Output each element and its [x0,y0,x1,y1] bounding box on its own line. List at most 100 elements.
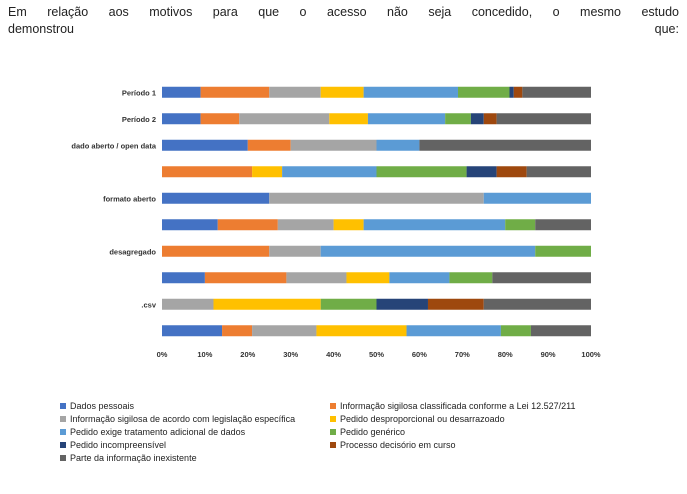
legend-swatch [60,403,66,409]
legend-label: Pedido incompreensível [70,440,167,450]
category-label: Período 2 [122,115,156,124]
bar-segment [162,113,201,125]
legend-item: Informação sigilosa classificada conform… [330,401,620,411]
bar-segment [252,166,283,178]
bar-segment [500,325,531,337]
bar-segment [376,166,467,178]
legend-item: Pedido genérico [330,427,620,437]
bar-segment [222,325,253,337]
bar-segment [367,113,446,125]
x-tick-label: 90% [541,350,556,359]
bar-segment [269,192,484,204]
legend-label: Informação sigilosa de acordo com legisl… [70,414,296,424]
bar-segment [483,298,591,310]
legend-item: Informação sigilosa de acordo com legisl… [60,414,330,424]
bar-segment [535,245,591,257]
x-tick-label: 40% [326,350,341,359]
legend-label: Pedido desproporcional ou desarrazoado [340,414,505,424]
bar-segment [406,325,501,337]
legend-label: Pedido genérico [340,427,406,437]
bar-segment [526,166,591,178]
x-tick-label: 80% [498,350,513,359]
legend-swatch [60,429,66,435]
bar-segment [162,325,223,337]
category-label: dado aberto / open data [71,141,156,150]
bar-segment [162,166,253,178]
legend-item: Pedido desproporcional ou desarrazoado [330,414,620,424]
legend-swatch [330,429,336,435]
bar-segment [427,298,484,310]
legend-grid: Dados pessoais Informação sigilosa classi… [60,401,620,463]
bar-segment [496,166,527,178]
bar-segment [458,86,510,98]
bar-segment [204,272,287,284]
legend-item: Dados pessoais [60,401,330,411]
bar-segment [282,166,377,178]
legend-swatch [330,442,336,448]
bar-segment [445,113,471,125]
category-label: Período 1 [122,88,156,97]
bar-segment [269,86,321,98]
bar-segment [509,86,514,98]
legend-swatch [60,455,66,461]
bar-segment [346,272,390,284]
x-tick-label: 20% [240,350,255,359]
bar-segment [376,298,428,310]
x-tick-label: 30% [283,350,298,359]
bar-segment [162,139,248,151]
bar-segment [217,219,278,231]
paragraph-text-2-left: demonstrou [8,22,75,36]
bar-segment [419,139,591,151]
legend-item: Processo decisório em curso [330,440,620,450]
bar-segment [252,325,317,337]
legend-swatch [60,442,66,448]
legend-item: Pedido exige tratamento adicional de dad… [60,427,330,437]
bar-segment [449,272,493,284]
bar-segment [316,325,407,337]
x-tick-label: 10% [197,350,212,359]
legend-label: Pedido exige tratamento adicional de dad… [70,427,246,437]
paragraph-text-1: Em relação aos motivos para que o acesso… [8,5,679,19]
category-label: formato aberto [103,194,156,203]
chart-legend: Dados pessoais Informação sigilosa classi… [60,401,620,463]
bar-segment [333,219,364,231]
legend-swatch [330,403,336,409]
bar-segment [483,113,497,125]
legend-swatch [60,416,66,422]
bar-segment [320,245,536,257]
bar-segment [269,245,321,257]
x-tick-label: 0% [157,350,168,359]
legend-item: Parte da informação inexistente [60,453,330,463]
bar-segment [200,113,240,125]
stacked-bar-chart: Período 1 Período 2 dado aberto / open dat… [50,56,622,484]
bar-segment [320,86,364,98]
bar-segment [320,298,377,310]
legend-label: Parte da informação inexistente [70,453,197,463]
bar-segment [535,219,591,231]
category-label: .csv [141,300,156,309]
bar-segment [470,113,484,125]
bar-segment [483,192,591,204]
bar-segment [247,139,291,151]
legend-item: Pedido incompreensível [60,440,330,450]
bar-segment [496,113,591,125]
bar-segment [389,272,450,284]
bar-segment [200,86,270,98]
bar-segment [239,113,330,125]
x-tick-label: 50% [369,350,384,359]
bar-segment [329,113,368,125]
bar-segment [162,86,201,98]
paragraph-text-2-right: que: [654,22,679,36]
bar-segment [376,139,420,151]
bar-segment [513,86,523,98]
x-tick-label: 70% [455,350,470,359]
bar-segment [363,86,459,98]
bar-segment [162,298,214,310]
bar-segment [162,219,218,231]
bar-segment [505,219,536,231]
intro-paragraph: Em relação aos motivos para que o acesso… [8,4,679,38]
bar-segment [162,245,270,257]
paragraph-line-2: demonstrou que: [8,21,679,38]
category-label: desagregado [109,247,156,256]
bar-segment [492,272,591,284]
